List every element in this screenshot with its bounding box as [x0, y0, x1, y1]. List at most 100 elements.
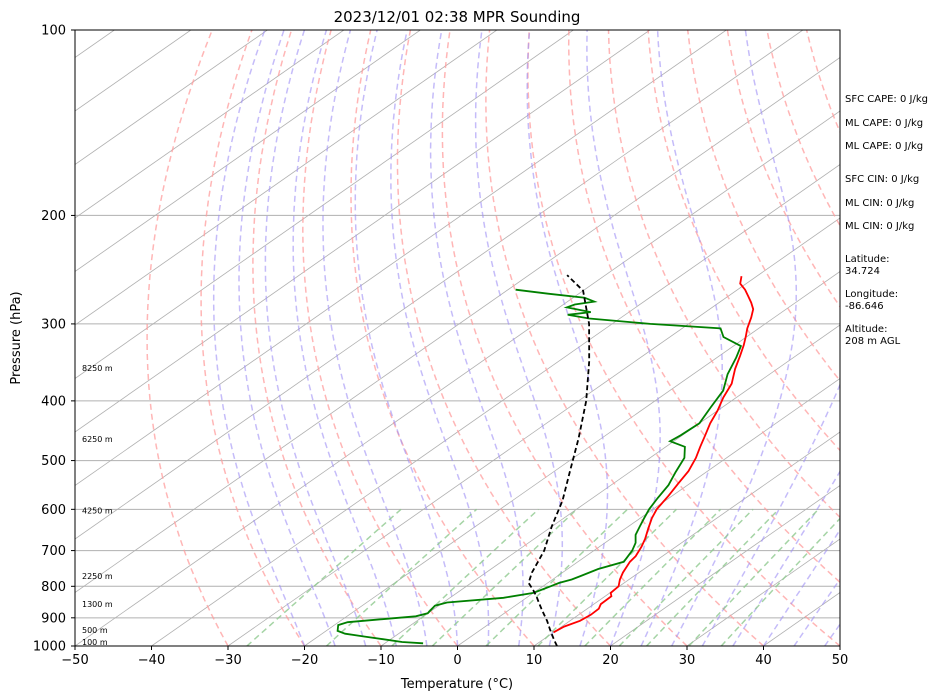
info-annotation: SFC CAPE: 0 J/kg — [845, 94, 928, 105]
dry-adiabat — [686, 30, 840, 382]
mixing-ratio-line — [325, 508, 478, 646]
series-lines — [336, 274, 755, 646]
mixing-ratio-line — [618, 508, 754, 646]
height-label: 8250 m — [82, 364, 113, 373]
moist-adiabat — [429, 30, 524, 646]
isotherm-line — [227, 217, 840, 646]
x-tick-label: 10 — [526, 653, 543, 668]
isotherm-line — [380, 324, 840, 646]
dry-adiabat — [607, 30, 840, 519]
info-annotation: Longitude: — [845, 289, 898, 300]
dry-adiabat — [567, 30, 840, 584]
isotherm-line — [75, 30, 421, 273]
x-tick-label: −30 — [214, 653, 241, 668]
moist-adiabat — [212, 30, 306, 646]
dry-adiabat — [926, 30, 947, 646]
moist-adiabat — [701, 382, 840, 646]
isotherm-line — [75, 30, 727, 486]
moist-adiabat — [671, 30, 798, 646]
isotherm-line — [151, 164, 840, 646]
dry-adiabat — [396, 30, 612, 646]
y-tick-label: 800 — [41, 580, 66, 595]
mixing-ratio-line — [720, 517, 840, 646]
x-tick-label: 20 — [602, 653, 619, 668]
x-tick-label: −10 — [367, 653, 394, 668]
info-annotation: Altitude: — [845, 324, 887, 335]
isotherm-line — [75, 30, 651, 433]
moist-adiabat — [526, 30, 609, 646]
moist-adiabat — [390, 30, 490, 646]
info-annotation: 208 m AGL — [845, 336, 901, 347]
background-lines — [75, 30, 947, 646]
isotherm-line — [75, 30, 804, 540]
x-tick-label: −20 — [291, 653, 318, 668]
y-tick-label: 100 — [41, 24, 66, 39]
dry-adiabat — [146, 30, 229, 646]
dry-adiabat — [766, 30, 840, 228]
mixing-ratio-line — [246, 508, 402, 646]
y-tick-label: 500 — [41, 454, 66, 469]
moist-adiabat — [732, 469, 840, 646]
y-tick-label: 400 — [41, 394, 66, 409]
dry-adiabat — [252, 30, 382, 646]
mixing-ratio-line — [485, 508, 629, 646]
moist-adiabat — [292, 30, 398, 646]
temperature-profile — [553, 276, 755, 634]
info-annotation: SFC CIN: 0 J/kg — [845, 174, 919, 185]
dry-adiabat — [350, 30, 535, 646]
dry-adiabat — [441, 30, 688, 646]
mixing-ratio-line — [688, 508, 819, 646]
mixing-ratio-line — [646, 508, 780, 646]
plot-area — [75, 30, 947, 646]
isotherm-line — [75, 30, 192, 112]
x-tick-label: −50 — [61, 653, 88, 668]
info-annotation: ML CAPE: 0 J/kg — [845, 118, 923, 129]
height-label: 2250 m — [82, 572, 113, 581]
moist-adiabat — [322, 30, 428, 646]
dry-adiabat — [726, 30, 840, 308]
info-annotation: 34.724 — [845, 266, 880, 277]
chart-title: 2023/12/01 02:38 MPR Sounding — [334, 8, 581, 26]
info-annotation: ML CIN: 0 J/kg — [845, 221, 914, 232]
moist-adiabat — [264, 30, 367, 646]
moist-adiabat — [762, 528, 840, 646]
dry-adiabat — [200, 30, 306, 646]
x-axis: −50 −40 −30 −20 −10 0 10 20 30 40 50 — [61, 646, 848, 668]
height-labels: 100 m 500 m 1300 m 2250 m 4250 m 6250 m 8250 m — [82, 364, 113, 647]
mixing-ratio-line — [537, 508, 677, 646]
y-tick-label: 1000 — [33, 640, 66, 655]
moist-adiabat — [640, 30, 723, 646]
isotherm-line — [75, 110, 840, 646]
dry-adiabat — [647, 30, 840, 452]
x-tick-label: −40 — [138, 653, 165, 668]
moist-adiabat — [586, 30, 661, 646]
height-label: 500 m — [82, 626, 108, 635]
moist-adiabat — [238, 30, 336, 646]
mixing-ratio-line — [391, 508, 540, 646]
x-tick-label: 0 — [453, 653, 461, 668]
y-tick-label: 900 — [41, 611, 66, 626]
info-annotation: -86.646 — [845, 301, 884, 312]
isotherm-line — [686, 538, 840, 646]
isotherm-line — [75, 30, 268, 166]
x-tick-label: 50 — [832, 653, 849, 668]
height-label: 6250 m — [82, 435, 113, 444]
dewpoint-profile — [336, 288, 743, 645]
info-panel: SFC CAPE: 0 J/kg ML CAPE: 0 J/kg ML CAPE: … — [845, 94, 928, 347]
y-tick-label: 600 — [41, 503, 66, 518]
info-annotation: ML CAPE: 0 J/kg — [845, 141, 923, 152]
isotherm-line — [75, 30, 574, 380]
isotherm-line — [610, 485, 840, 646]
dry-adiabat — [485, 30, 765, 646]
isotherm-line — [75, 30, 498, 326]
info-annotation: ML CIN: 0 J/kg — [845, 198, 914, 209]
y-axis: 1000 900 800 700 600 500 400 300 200 100 — [33, 24, 75, 655]
isotherm-line — [75, 57, 840, 593]
x-tick-label: 30 — [679, 653, 696, 668]
y-axis-title: Pressure (hPa) — [9, 291, 24, 384]
y-tick-label: 300 — [41, 317, 66, 332]
isotherm-line — [533, 431, 840, 646]
moist-adiabat — [793, 577, 840, 646]
moist-adiabat — [474, 30, 564, 646]
